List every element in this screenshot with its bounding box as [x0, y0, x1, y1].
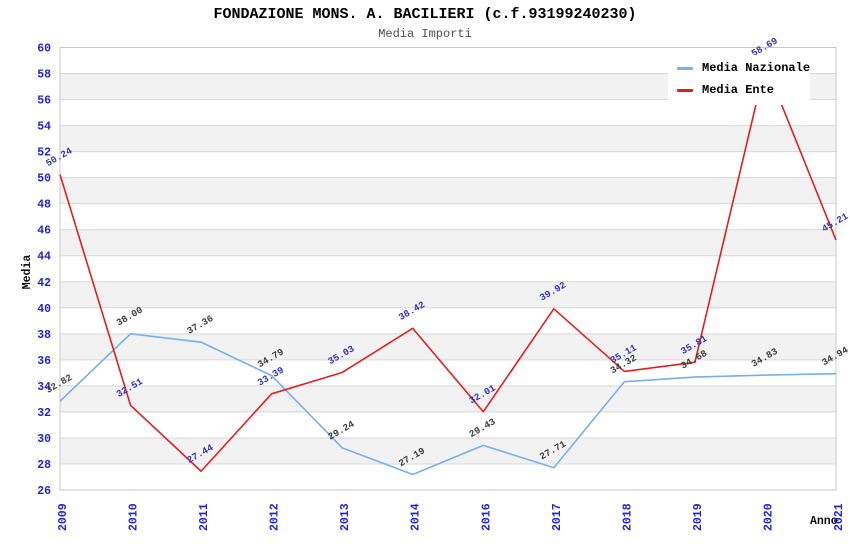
x-axis-title: Anno: [810, 515, 838, 528]
y-tick-label: 50: [37, 173, 51, 186]
y-tick-label: 54: [37, 121, 51, 134]
y-tick-label: 46: [37, 225, 51, 238]
y-tick-label: 30: [37, 433, 51, 446]
x-tick-label: 2011: [198, 503, 211, 531]
x-tick-label: 2009: [57, 503, 70, 531]
y-tick-label: 42: [37, 277, 51, 290]
x-tick-label: 2019: [692, 503, 705, 531]
y-tick-label: 28: [37, 459, 51, 472]
x-tick-label: 2010: [128, 503, 141, 531]
chart-title: FONDAZIONE MONS. A. BACILIERI (c.f.93199…: [213, 6, 637, 23]
grid-band: [60, 333, 836, 360]
legend-swatch-media-ente: [677, 88, 693, 92]
x-tick-label: 2021: [833, 503, 846, 531]
x-tick-label: 2012: [269, 503, 282, 531]
series-line-media-ente: [59, 63, 837, 473]
grid-band: [60, 125, 836, 152]
y-tick-label: 38: [37, 329, 51, 342]
y-tick-label: 60: [37, 43, 51, 56]
x-tick-label: 2020: [762, 503, 775, 531]
legend-label-media-ente: Media Ente: [702, 83, 775, 97]
y-tick-label: 58: [37, 69, 51, 82]
y-tick-label: 36: [37, 355, 51, 368]
x-tick-label: 2014: [410, 503, 423, 531]
data-label: 29.43: [467, 416, 497, 440]
chart-subtitle: Media Importi: [378, 27, 472, 41]
legend: Media Nazionale Media Ente: [668, 55, 810, 105]
legend-item-media-nazionale: Media Nazionale: [668, 57, 810, 79]
x-tick-label: 2018: [621, 503, 634, 531]
legend-item-media-ente: Media Ente: [668, 79, 810, 101]
y-tick-label: 48: [37, 199, 51, 212]
y-tick-label: 40: [37, 303, 51, 316]
data-label: 37.36: [185, 313, 215, 337]
y-tick-label: 34: [37, 381, 51, 394]
y-tick-label: 44: [37, 251, 51, 264]
x-tick-label: 2013: [339, 503, 352, 531]
y-tick-label: 52: [37, 147, 51, 160]
grid-band: [60, 229, 836, 256]
x-tick-label: 2017: [551, 503, 564, 531]
series-line-media-nazionale: [59, 333, 837, 476]
grid-band: [60, 281, 836, 308]
y-tick-label: 56: [37, 95, 51, 108]
y-tick-label: 32: [37, 407, 51, 420]
y-tick-label: 26: [37, 485, 51, 498]
legend-label-media-nazionale: Media Nazionale: [702, 61, 811, 75]
plot-border: [59, 47, 837, 491]
legend-swatch-media-nazionale: [677, 66, 693, 70]
grid-band: [60, 385, 836, 412]
grid-band: [60, 177, 836, 204]
x-tick-label: 2016: [480, 503, 493, 531]
